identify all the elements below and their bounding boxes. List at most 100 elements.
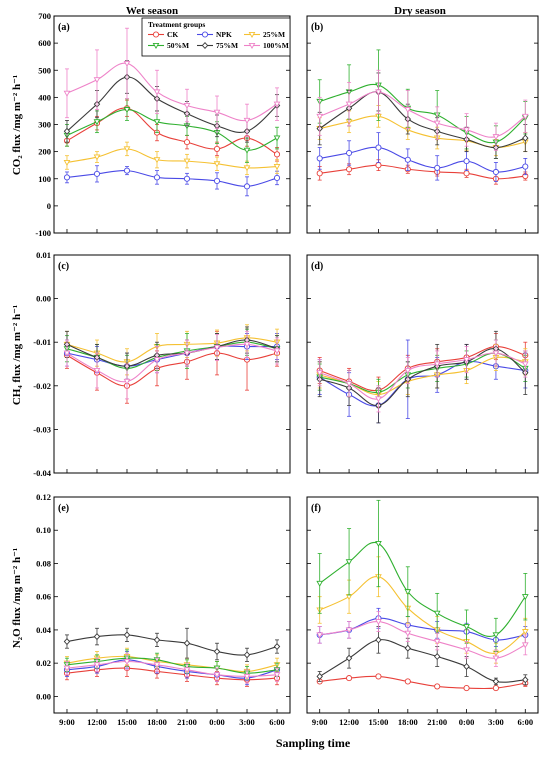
data-point: [93, 119, 101, 126]
data-point: [521, 361, 529, 368]
data-point: [273, 174, 281, 181]
plot-frame: [53, 496, 291, 714]
series-100pctm: [316, 339, 529, 413]
legend-label: 50%M: [167, 41, 189, 50]
x-tick-label: 18:00: [398, 717, 418, 727]
data-point: [463, 647, 470, 654]
data-point: [316, 580, 324, 587]
data-point: [404, 644, 412, 652]
y-label-co2: CO₂ flux /mg m⁻² h⁻¹: [11, 75, 23, 175]
panel-3: -0.04 -0.03 -0.02 -0.01 0.00 0.01 (c): [33, 250, 291, 478]
data-point: [316, 672, 323, 680]
data-point: [183, 102, 191, 110]
y-tick-label: 0.00: [36, 691, 51, 701]
data-point: [433, 639, 441, 646]
data-point: [183, 158, 191, 165]
data-point: [463, 662, 470, 671]
y-tick-label: -0.01: [33, 337, 51, 347]
x-tick-label: 0:00: [209, 717, 225, 727]
legend-entry-100pctm: 100%M: [244, 41, 289, 50]
data-point: [345, 627, 353, 634]
legend-marker: [201, 31, 209, 38]
series-line: [319, 639, 526, 683]
panel-6: 9:00 12:00 15:00 18:00 21:00 0:00 3:00 6:00 (f): [306, 496, 539, 727]
data-point: [93, 77, 101, 84]
x-tick-label: 9:00: [312, 717, 328, 727]
series-100pctm: [316, 69, 529, 151]
data-point: [93, 368, 101, 375]
x-tick-label: 18:00: [147, 717, 167, 727]
series-line: [66, 343, 278, 383]
data-point: [63, 127, 71, 135]
data-point: [273, 101, 281, 108]
data-point: [93, 170, 101, 177]
y-tick-label: -100: [35, 228, 51, 238]
data-point: [522, 134, 529, 142]
plot-frame: [306, 496, 539, 714]
data-point: [375, 89, 382, 96]
data-point: [463, 624, 470, 631]
data-point: [522, 676, 529, 684]
data-point: [213, 672, 221, 679]
y-tick-label: 0.12: [36, 492, 51, 502]
panel-4: (d): [306, 254, 539, 474]
data-point: [404, 107, 412, 114]
data-point: [375, 540, 382, 548]
data-point: [375, 396, 382, 403]
series-line: [66, 76, 278, 133]
legend-marker: [152, 31, 160, 38]
data-point: [123, 378, 131, 385]
plot-frame: [53, 254, 291, 474]
x-tick-label: 3:00: [488, 717, 504, 727]
series-npk: [316, 132, 529, 182]
y-tick-label: 0.00: [36, 294, 51, 304]
series-line: [66, 148, 278, 169]
legend-label: NPK: [216, 30, 232, 39]
series-npk: [63, 165, 281, 197]
data-point: [404, 589, 412, 596]
y-tick-label: 0.10: [36, 525, 51, 535]
panel-label: (f): [311, 503, 321, 514]
y-tick-label: 0.01: [36, 250, 51, 260]
y-label-ch4: CH₄ flux /mg m⁻² h⁻¹: [11, 305, 23, 405]
x-tick-label: 15:00: [369, 717, 389, 727]
plot-frame: [306, 254, 539, 474]
series-100pctm: [316, 611, 529, 667]
legend-entry-75pctm: 75%M: [197, 41, 238, 50]
data-point: [153, 662, 161, 669]
data-point: [521, 594, 529, 601]
data-point: [243, 147, 251, 154]
data-point: [213, 161, 221, 168]
series-line: [319, 83, 526, 144]
x-tick-label: 15:00: [117, 717, 137, 727]
data-point: [63, 90, 71, 97]
data-point: [153, 89, 161, 96]
x-tick-label: 21:00: [177, 717, 197, 727]
series-line: [66, 62, 278, 122]
x-tick-label: 6:00: [269, 717, 285, 727]
y-label-n2o: N₂O flux /mg m⁻² h⁻¹: [11, 548, 23, 648]
y-tick-label: 400: [38, 92, 51, 102]
y-tick-label: -0.02: [33, 381, 51, 391]
data-point: [492, 655, 500, 662]
data-point: [273, 164, 281, 171]
panel-label: (a): [58, 22, 70, 33]
data-point: [433, 610, 441, 617]
data-point: [521, 642, 529, 649]
data-point: [375, 636, 382, 644]
data-point: [213, 177, 221, 184]
data-point: [463, 127, 470, 134]
data-point: [522, 163, 529, 170]
legend-entry-ck: CK: [148, 30, 178, 39]
series-100pctm: [63, 330, 281, 400]
data-point: [153, 357, 161, 364]
data-point: [316, 170, 323, 177]
y-tick-label: 200: [38, 147, 51, 157]
y-tick-label: 0.04: [36, 625, 52, 635]
data-point: [183, 139, 191, 146]
data-point: [153, 174, 161, 181]
data-point: [123, 146, 131, 153]
data-point: [346, 149, 353, 157]
data-point: [183, 350, 191, 357]
